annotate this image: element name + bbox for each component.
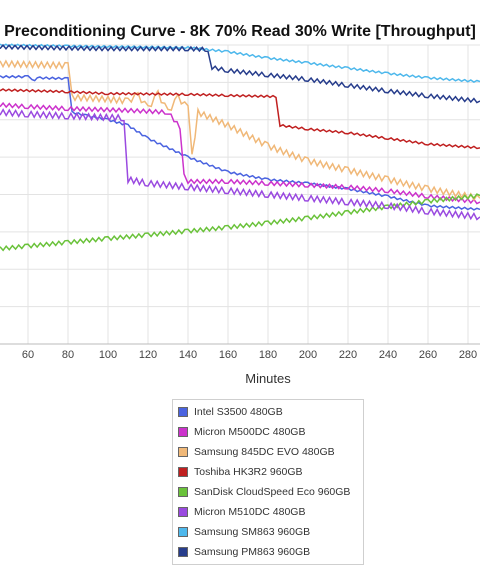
legend: Intel S3500 480GB Micron M500DC 480GB Sams… (172, 399, 364, 565)
x-tick-label: 180 (259, 349, 277, 361)
x-axis-label: Minutes (245, 371, 291, 386)
x-tick-label: 240 (379, 349, 397, 361)
x-tick-label: 60 (22, 349, 34, 361)
legend-item[interactable]: Samsung 845DC EVO 480GB (173, 442, 363, 462)
x-tick-label: 200 (299, 349, 317, 361)
legend-swatch (178, 547, 188, 557)
x-axis: 60 80 100 120 140 160 180 200 220 240 260 280 (0, 343, 480, 361)
throughput-chart: Preconditioning Curve - 8K 70% Read 30% … (0, 23, 480, 386)
legend-item[interactable]: Micron M510DC 480GB (173, 502, 363, 522)
legend-swatch (178, 427, 188, 437)
x-tick-label: 260 (419, 349, 437, 361)
series-line-8 (0, 43, 480, 104)
legend-label: Toshiba HK3R2 960GB (194, 466, 303, 478)
legend-item[interactable]: SanDisk CloudSpeed Eco 960GB (173, 482, 363, 502)
legend-swatch (178, 487, 188, 497)
legend-label: Samsung PM863 960GB (194, 546, 311, 558)
x-tick-label: 80 (62, 349, 74, 361)
legend-label: Micron M500DC 480GB (194, 426, 306, 438)
legend-label: Micron M510DC 480GB (194, 506, 306, 518)
x-tick-label: 140 (179, 349, 197, 361)
x-tick-label: 100 (99, 349, 117, 361)
series-line-4 (0, 88, 480, 150)
legend-item[interactable]: Samsung PM863 960GB (173, 542, 363, 562)
legend-label: SanDisk CloudSpeed Eco 960GB (194, 486, 351, 498)
legend-item[interactable]: Intel S3500 480GB (173, 402, 363, 422)
legend-item[interactable]: Samsung SM863 960GB (173, 522, 363, 542)
legend-swatch (178, 447, 188, 457)
legend-label: Intel S3500 480GB (194, 406, 283, 418)
chart-title: Preconditioning Curve - 8K 70% Read 30% … (4, 23, 476, 40)
legend-swatch (178, 467, 188, 477)
legend-swatch (178, 527, 188, 537)
x-tick-label: 280 (459, 349, 477, 361)
series-layer (0, 43, 480, 252)
legend-item[interactable]: Micron M500DC 480GB (173, 422, 363, 442)
x-tick-label: 120 (139, 349, 157, 361)
series-line-5 (0, 193, 480, 252)
legend-label: Samsung SM863 960GB (194, 526, 311, 538)
x-tick-label: 160 (219, 349, 237, 361)
legend-label: Samsung 845DC EVO 480GB (194, 446, 335, 458)
series-line-3 (0, 59, 480, 202)
legend-item[interactable]: Toshiba HK3R2 960GB (173, 462, 363, 482)
legend-swatch (178, 507, 188, 517)
x-tick-label: 220 (339, 349, 357, 361)
legend-swatch (178, 407, 188, 417)
series-line-6 (0, 108, 480, 221)
series-line-7 (0, 43, 480, 83)
series-line-2 (0, 101, 480, 205)
